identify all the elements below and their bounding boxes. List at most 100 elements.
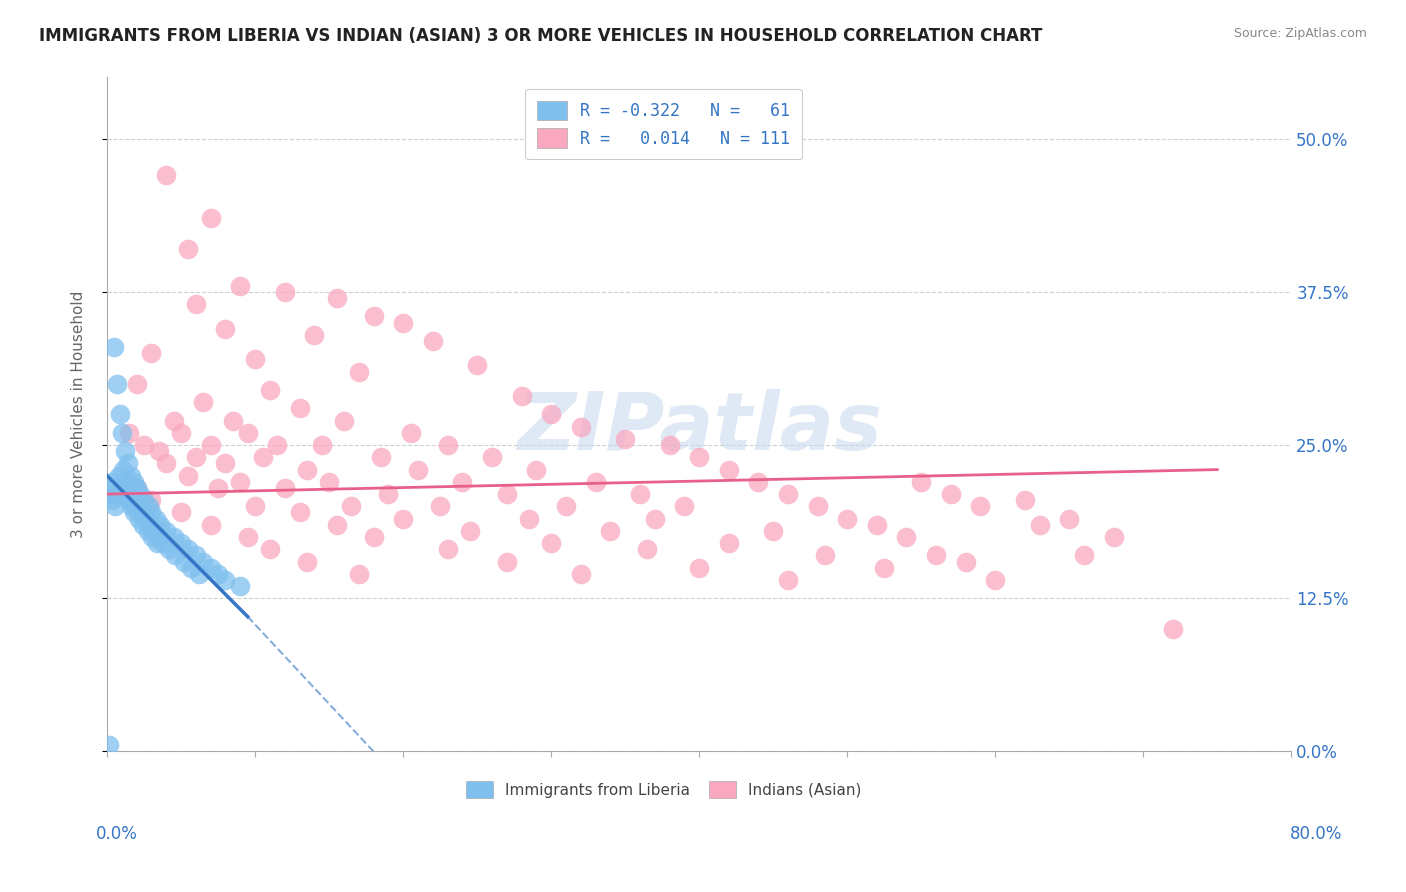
Point: [214, 573, 236, 587]
Point: [510, 389, 533, 403]
Point: [120, 468, 142, 483]
Point: [688, 560, 710, 574]
Point: [399, 425, 422, 440]
Point: [104, 487, 127, 501]
Point: [122, 475, 145, 489]
Point: [103, 340, 125, 354]
Point: [776, 487, 799, 501]
Point: [243, 500, 266, 514]
Point: [148, 444, 170, 458]
Point: [112, 462, 135, 476]
Point: [259, 542, 281, 557]
Point: [107, 376, 129, 391]
Point: [132, 438, 155, 452]
Point: [1073, 549, 1095, 563]
Point: [304, 327, 326, 342]
Point: [193, 395, 215, 409]
Point: [866, 517, 889, 532]
Point: [155, 169, 177, 183]
Point: [200, 211, 222, 226]
Point: [837, 511, 859, 525]
Point: [259, 383, 281, 397]
Point: [101, 493, 124, 508]
Point: [101, 481, 124, 495]
Point: [776, 573, 799, 587]
Point: [108, 468, 131, 483]
Point: [141, 506, 163, 520]
Point: [129, 506, 152, 520]
Point: [139, 517, 162, 532]
Point: [180, 560, 202, 574]
Point: [925, 549, 948, 563]
Point: [141, 346, 163, 360]
Point: [136, 524, 159, 538]
Point: [207, 566, 229, 581]
Point: [273, 481, 295, 495]
Point: [155, 457, 177, 471]
Point: [111, 481, 134, 495]
Point: [392, 316, 415, 330]
Point: [325, 291, 347, 305]
Point: [377, 487, 399, 501]
Point: [273, 285, 295, 299]
Point: [125, 376, 148, 391]
Point: [422, 334, 444, 348]
Point: [170, 506, 193, 520]
Point: [325, 517, 347, 532]
Point: [170, 425, 193, 440]
Point: [121, 500, 143, 514]
Point: [717, 536, 740, 550]
Point: [807, 500, 830, 514]
Point: [688, 450, 710, 465]
Point: [177, 542, 200, 557]
Point: [318, 475, 340, 489]
Point: [207, 481, 229, 495]
Point: [429, 500, 451, 514]
Point: [229, 278, 252, 293]
Point: [118, 425, 141, 440]
Text: ZIPatlas: ZIPatlas: [516, 389, 882, 467]
Point: [200, 517, 222, 532]
Point: [628, 487, 651, 501]
Point: [236, 530, 259, 544]
Point: [177, 468, 200, 483]
Point: [347, 566, 370, 581]
Text: IMMIGRANTS FROM LIBERIA VS INDIAN (ASIAN) 3 OR MORE VEHICLES IN HOUSEHOLD CORREL: IMMIGRANTS FROM LIBERIA VS INDIAN (ASIAN…: [39, 27, 1043, 45]
Point: [465, 359, 488, 373]
Point: [132, 493, 155, 508]
Point: [155, 524, 177, 538]
Point: [644, 511, 666, 525]
Point: [873, 560, 896, 574]
Point: [266, 438, 288, 452]
Point: [141, 530, 163, 544]
Point: [117, 493, 139, 508]
Point: [124, 506, 146, 520]
Point: [1014, 493, 1036, 508]
Point: [124, 500, 146, 514]
Point: [451, 475, 474, 489]
Point: [118, 487, 141, 501]
Point: [117, 457, 139, 471]
Point: [125, 481, 148, 495]
Point: [599, 524, 621, 538]
Point: [173, 554, 195, 568]
Point: [236, 425, 259, 440]
Point: [555, 500, 578, 514]
Point: [157, 542, 180, 557]
Point: [1102, 530, 1125, 544]
Point: [333, 414, 356, 428]
Point: [673, 500, 696, 514]
Point: [569, 419, 592, 434]
Point: [193, 554, 215, 568]
Point: [481, 450, 503, 465]
Point: [969, 500, 991, 514]
Point: [436, 438, 458, 452]
Point: [184, 297, 207, 311]
Point: [406, 462, 429, 476]
Point: [896, 530, 918, 544]
Point: [458, 524, 481, 538]
Point: [243, 352, 266, 367]
Point: [128, 511, 150, 525]
Point: [524, 462, 547, 476]
Point: [177, 242, 200, 256]
